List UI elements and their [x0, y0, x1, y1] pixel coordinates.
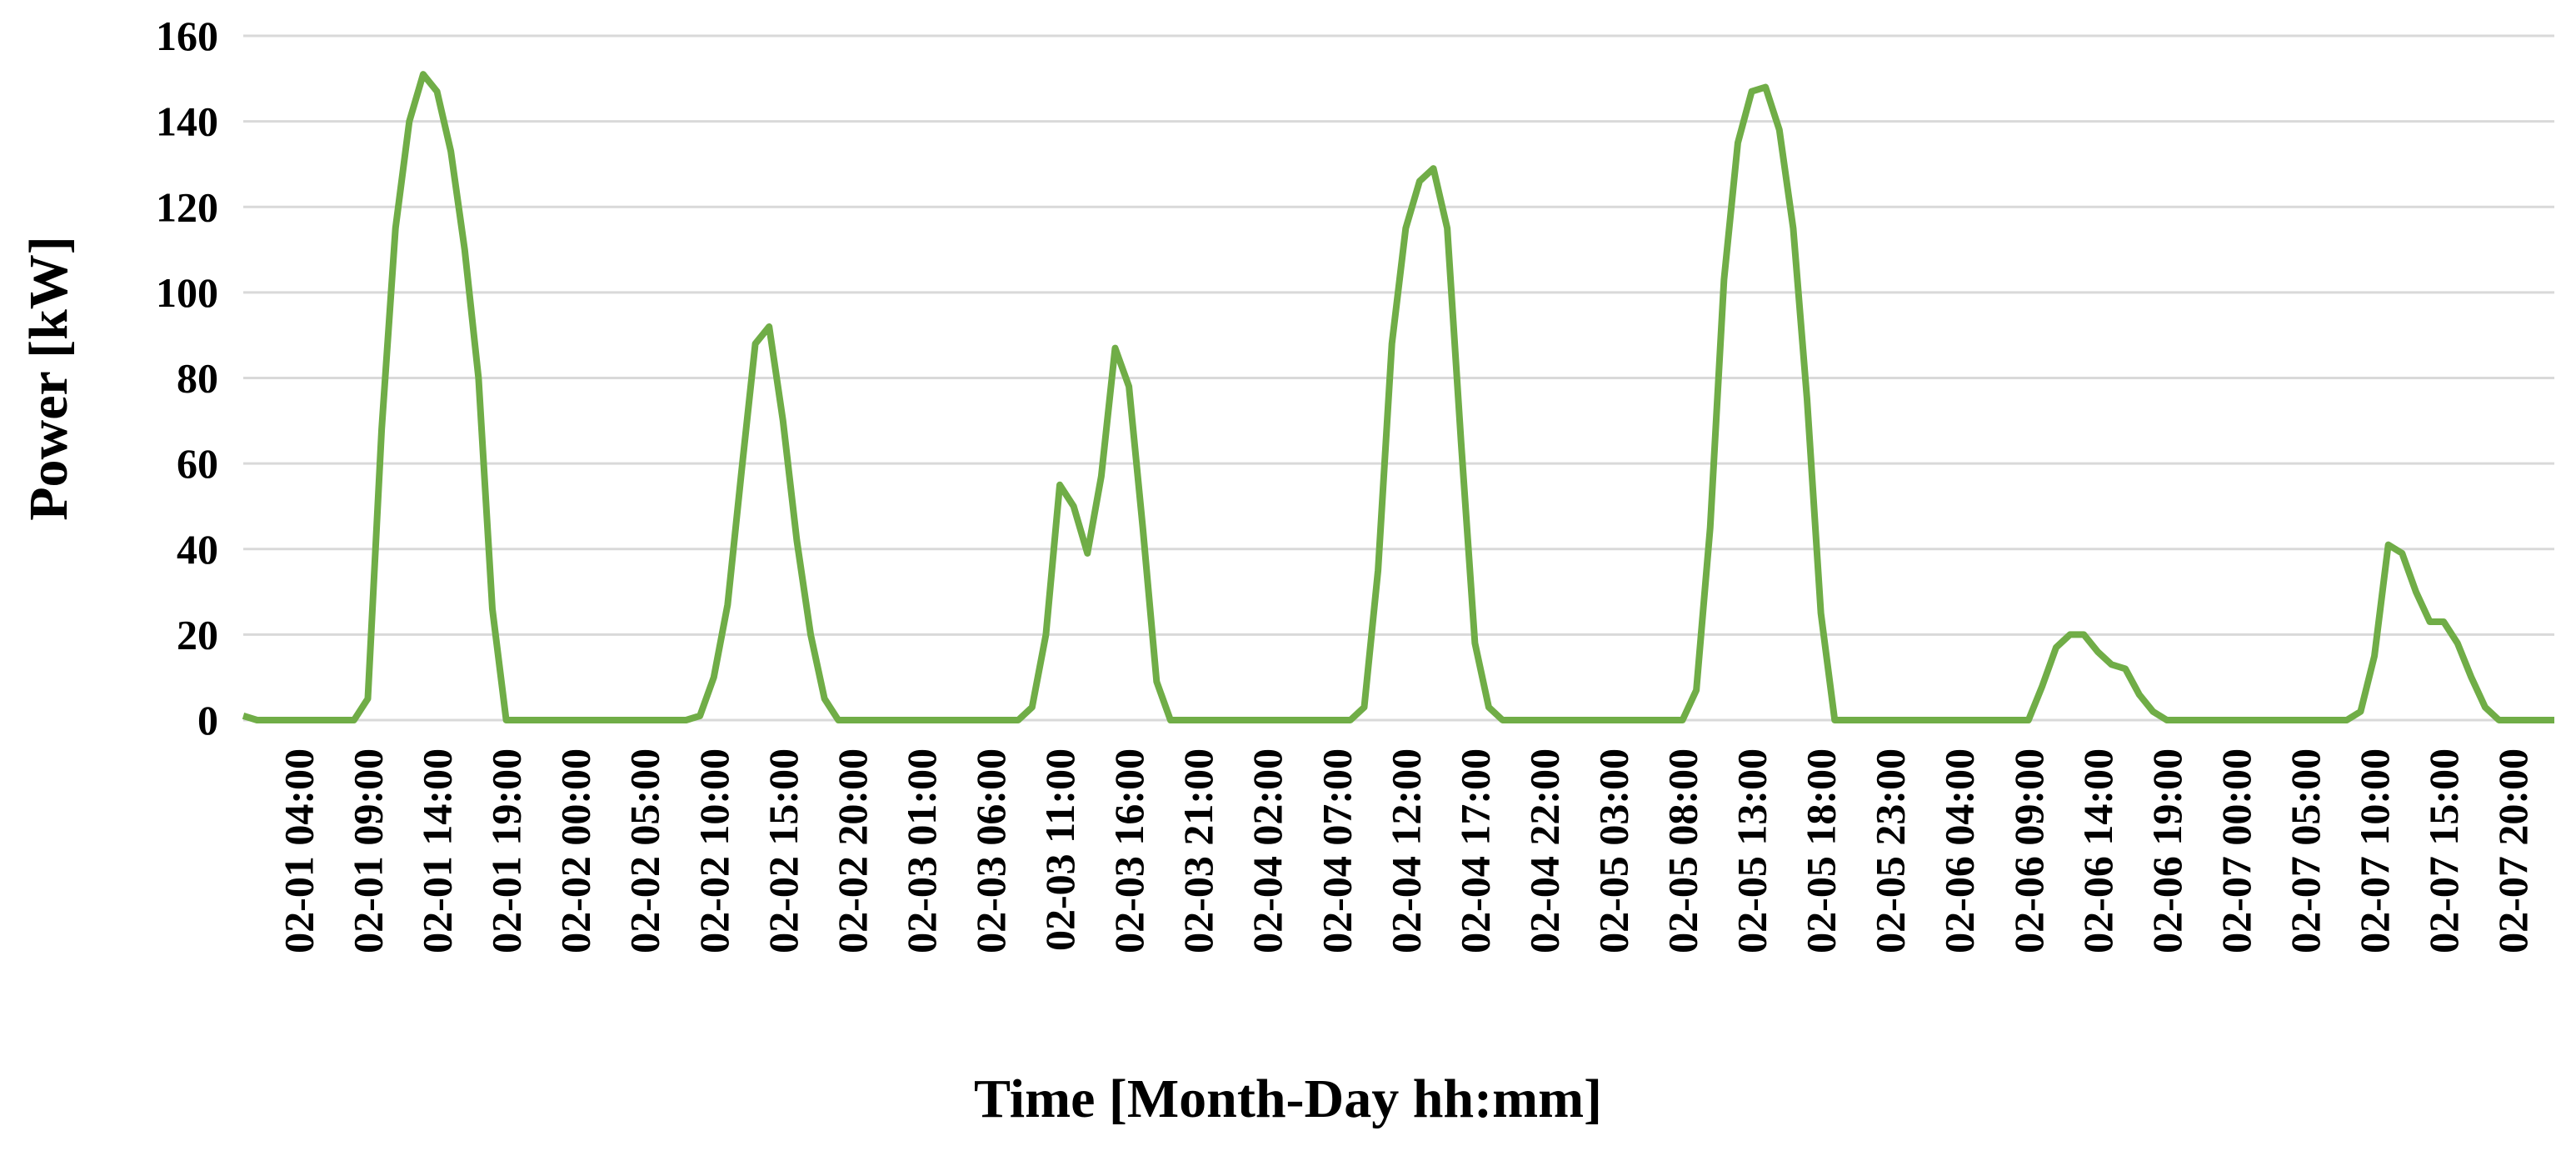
x-tick-label: 02-06 04:00 — [1936, 748, 1983, 953]
y-tick-label: 60 — [177, 440, 218, 487]
x-tick-label: 02-01 04:00 — [275, 748, 322, 953]
x-tick-label: 02-03 11:00 — [1036, 748, 1083, 951]
x-tick-label: 02-01 09:00 — [344, 748, 391, 953]
x-tick-label: 02-05 13:00 — [1729, 748, 1775, 953]
y-tick-label: 120 — [156, 183, 218, 230]
x-tick-label: 02-05 18:00 — [1798, 748, 1845, 953]
y-tick-label: 80 — [177, 355, 218, 402]
x-tick-label: 02-02 00:00 — [552, 748, 599, 953]
x-tick-label: 02-07 20:00 — [2489, 748, 2536, 953]
x-tick-label: 02-03 21:00 — [1175, 748, 1221, 953]
x-tick-label: 02-02 20:00 — [829, 748, 876, 953]
x-tick-label: 02-03 16:00 — [1106, 748, 1152, 953]
x-tick-label: 02-05 03:00 — [1590, 748, 1636, 953]
x-tick-label: 02-04 02:00 — [1244, 748, 1290, 953]
series-line — [242, 71, 2554, 723]
x-tick-label: 02-03 01:00 — [898, 748, 945, 953]
x-tick-label: 02-02 10:00 — [691, 748, 737, 953]
x-tick-label: 02-07 10:00 — [2351, 748, 2398, 953]
x-tick-label: 02-05 08:00 — [1660, 748, 1706, 953]
y-tick-label: 20 — [177, 611, 218, 658]
x-tick-label: 02-01 14:00 — [414, 748, 461, 953]
x-tick-label: 02-02 15:00 — [760, 748, 806, 953]
x-tick-label: 02-06 19:00 — [2144, 748, 2190, 953]
x-tick-label: 02-06 09:00 — [2005, 748, 2052, 953]
y-tick-label: 40 — [177, 526, 218, 573]
x-tick-label: 02-05 23:00 — [1867, 748, 1914, 953]
x-tick-label: 02-04 17:00 — [1451, 748, 1498, 953]
x-axis-title: Time [Month-Day hh:mm] — [974, 1068, 1602, 1129]
y-tick-label: 140 — [156, 98, 218, 145]
x-tick-label: 02-06 14:00 — [2074, 748, 2121, 953]
x-tick-label: 02-03 06:00 — [967, 748, 1014, 953]
x-tick-label: 02-01 19:00 — [483, 748, 530, 953]
x-tick-label: 02-04 12:00 — [1382, 748, 1429, 953]
y-tick-label: 0 — [197, 697, 218, 743]
x-tick-label: 02-02 05:00 — [622, 748, 668, 953]
x-tick-label: 02-07 15:00 — [2420, 748, 2467, 953]
y-axis-title: Power [kW] — [18, 236, 79, 521]
x-tick-label: 02-07 00:00 — [2213, 748, 2259, 953]
y-tick-label: 160 — [156, 13, 218, 59]
x-tick-label: 02-04 07:00 — [1313, 748, 1360, 953]
x-tick-label: 02-07 05:00 — [2282, 748, 2329, 953]
y-tick-label: 100 — [156, 269, 218, 316]
x-tick-label: 02-04 22:00 — [1520, 748, 1567, 953]
